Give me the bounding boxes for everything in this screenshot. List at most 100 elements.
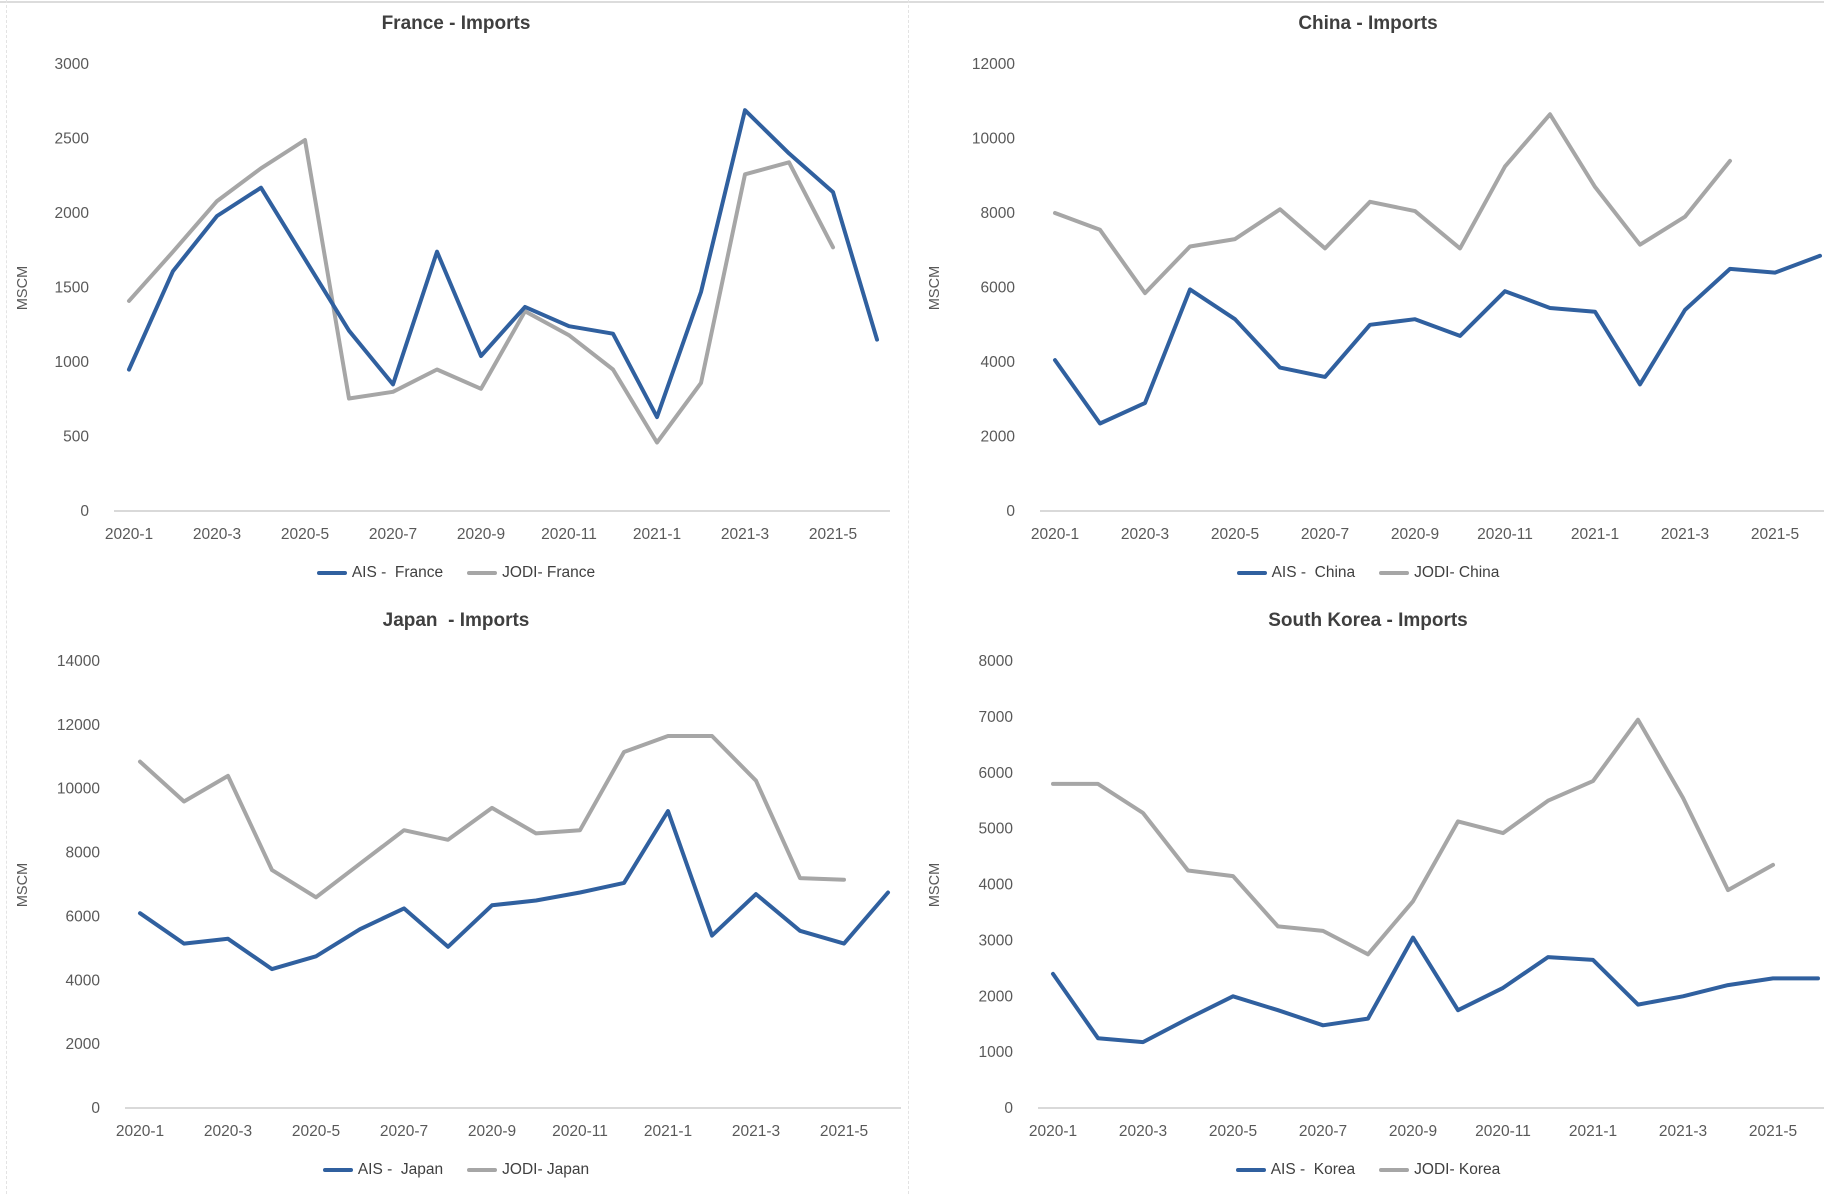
x-tick-label: 2021-5 <box>809 526 857 543</box>
legend-item-ais-korea: AIS - Korea <box>1235 1161 1356 1179</box>
y-tick-label: 6000 <box>979 765 1014 782</box>
chart-title-china: China - Imports <box>1298 13 1438 34</box>
legend-item-ais-france: AIS - France <box>316 564 444 582</box>
y-axis-title: MSCM <box>927 266 943 310</box>
legend-france: AIS - France JODI- France <box>0 564 912 582</box>
y-tick-label: 8000 <box>981 205 1016 222</box>
chart-title-japan: Japan - Imports <box>382 610 530 631</box>
y-tick-label: 7000 <box>979 709 1014 726</box>
y-tick-label: 4000 <box>981 354 1016 371</box>
legend-label: JODI- Japan <box>502 1161 590 1178</box>
x-tick-label: 2021-5 <box>1751 526 1799 543</box>
chart-panel-china: 0 2000 4000 6000 8000 10000 12000 2020-1 2020-3 2… <box>912 0 1824 597</box>
x-tick-label: 2020-3 <box>193 526 241 543</box>
legend-label: JODI- Korea <box>1414 1161 1501 1178</box>
y-tick-label: 3000 <box>55 56 90 73</box>
jodi-line-swatch <box>1379 570 1410 576</box>
y-axis-title: MSCM <box>15 863 31 907</box>
x-tick-label: 2020-9 <box>1391 526 1439 543</box>
x-tick-label: 2020-5 <box>1209 1123 1257 1140</box>
jodi-line-swatch <box>467 1167 498 1173</box>
legend-label: JODI- France <box>502 564 596 581</box>
ais-line <box>1053 253 1822 426</box>
x-tick-label: 2021-1 <box>1569 1123 1617 1140</box>
jodi-line <box>1053 112 1732 296</box>
y-tick-label: 3000 <box>979 932 1014 949</box>
x-tick-label: 2021-5 <box>1749 1123 1797 1140</box>
ais-line <box>127 108 879 420</box>
y-tick-label: 2000 <box>66 1036 101 1053</box>
x-tick-label: 2020-3 <box>1121 526 1169 543</box>
ais-line-swatch <box>316 570 347 576</box>
x-tick-label: 2020-3 <box>1119 1123 1167 1140</box>
ais-line-swatch <box>322 1167 353 1173</box>
x-tick-label: 2020-1 <box>105 526 153 543</box>
ais-line <box>1051 935 1820 1045</box>
y-tick-label: 12000 <box>972 56 1015 73</box>
x-tick-label: 2021-5 <box>820 1123 868 1140</box>
legend-item-jodi-korea: JODI- Korea <box>1379 1161 1500 1179</box>
y-tick-label: 2000 <box>979 988 1014 1005</box>
x-tick-label: 2020-11 <box>541 526 597 543</box>
jodi-line <box>138 734 846 900</box>
y-axis-title: MSCM <box>927 863 943 907</box>
x-tick-label: 2020-7 <box>1299 1123 1347 1140</box>
x-axis-tick-labels: 2020-1 2020-3 2020-5 2020-7 2020-9 2020-11 202… <box>105 526 857 543</box>
y-tick-label: 1000 <box>55 354 90 371</box>
legend-item-jodi-china: JODI- China <box>1379 564 1499 582</box>
top-border-line <box>0 1 1824 3</box>
legend-item-ais-japan: AIS - Japan <box>322 1161 444 1179</box>
left-gridline <box>6 0 7 1194</box>
legend-japan: AIS - Japan JODI- Japan <box>0 1161 912 1179</box>
x-tick-label: 2020-11 <box>1475 1123 1531 1140</box>
y-tick-label: 5000 <box>979 821 1014 838</box>
center-gridline <box>908 0 909 1194</box>
x-tick-label: 2021-3 <box>1659 1123 1707 1140</box>
legend-china: AIS - China JODI- China <box>912 564 1824 582</box>
x-tick-label: 2021-1 <box>1571 526 1619 543</box>
x-axis-tick-labels: 2020-1 2020-3 2020-5 2020-7 2020-9 2020-11 202… <box>1031 526 1799 543</box>
x-axis-tick-labels: 2020-1 2020-3 2020-5 2020-7 2020-9 2020-11 202… <box>116 1123 868 1140</box>
chart-panel-south-korea: 0 1000 2000 3000 4000 5000 6000 7000 8000 2020-1 2… <box>912 597 1824 1194</box>
legend-item-jodi-france: JODI- France <box>467 564 595 582</box>
y-tick-label: 6000 <box>66 908 101 925</box>
y-tick-label: 0 <box>1006 503 1015 520</box>
y-axis-tick-labels: 0 500 1000 1500 2000 2500 3000 <box>55 56 90 520</box>
y-tick-label: 4000 <box>66 972 101 989</box>
legend-label: AIS - Japan <box>357 1161 444 1178</box>
y-axis-title: MSCM <box>15 266 31 310</box>
jodi-line <box>127 138 835 445</box>
jodi-line-swatch <box>467 570 498 576</box>
chart-title-south-korea: South Korea - Imports <box>1268 610 1468 631</box>
jodi-line <box>1051 717 1775 957</box>
y-axis-tick-labels: 0 2000 4000 6000 8000 10000 12000 14000 <box>57 653 100 1117</box>
legend-label: AIS - Korea <box>1270 1161 1356 1178</box>
y-tick-label: 2000 <box>981 429 1016 446</box>
x-tick-label: 2020-1 <box>1031 526 1079 543</box>
x-tick-label: 2020-5 <box>292 1123 340 1140</box>
x-tick-label: 2021-1 <box>644 1123 692 1140</box>
x-tick-label: 2020-1 <box>1029 1123 1077 1140</box>
x-tick-label: 2020-7 <box>369 526 417 543</box>
y-tick-label: 14000 <box>57 653 100 670</box>
x-axis-tick-labels: 2020-1 2020-3 2020-5 2020-7 2020-9 2020-11 202… <box>1029 1123 1797 1140</box>
legend-label: AIS - France <box>351 564 444 581</box>
legend-item-ais-china: AIS - China <box>1236 564 1355 582</box>
y-tick-label: 10000 <box>972 131 1015 148</box>
y-axis-tick-labels: 0 2000 4000 6000 8000 10000 12000 <box>972 56 1015 520</box>
y-tick-label: 500 <box>63 429 89 446</box>
x-tick-label: 2020-5 <box>281 526 329 543</box>
y-tick-label: 2000 <box>55 205 90 222</box>
y-tick-label: 12000 <box>57 717 100 734</box>
y-tick-label: 1500 <box>55 280 90 297</box>
x-tick-label: 2020-9 <box>1389 1123 1437 1140</box>
ais-line-swatch <box>1235 1167 1266 1173</box>
x-tick-label: 2020-11 <box>1477 526 1533 543</box>
x-tick-label: 2020-7 <box>1301 526 1349 543</box>
x-tick-label: 2021-3 <box>721 526 769 543</box>
chart-panel-japan: 0 2000 4000 6000 8000 10000 12000 14000 2020-1 20… <box>0 597 912 1194</box>
x-tick-label: 2020-9 <box>457 526 505 543</box>
